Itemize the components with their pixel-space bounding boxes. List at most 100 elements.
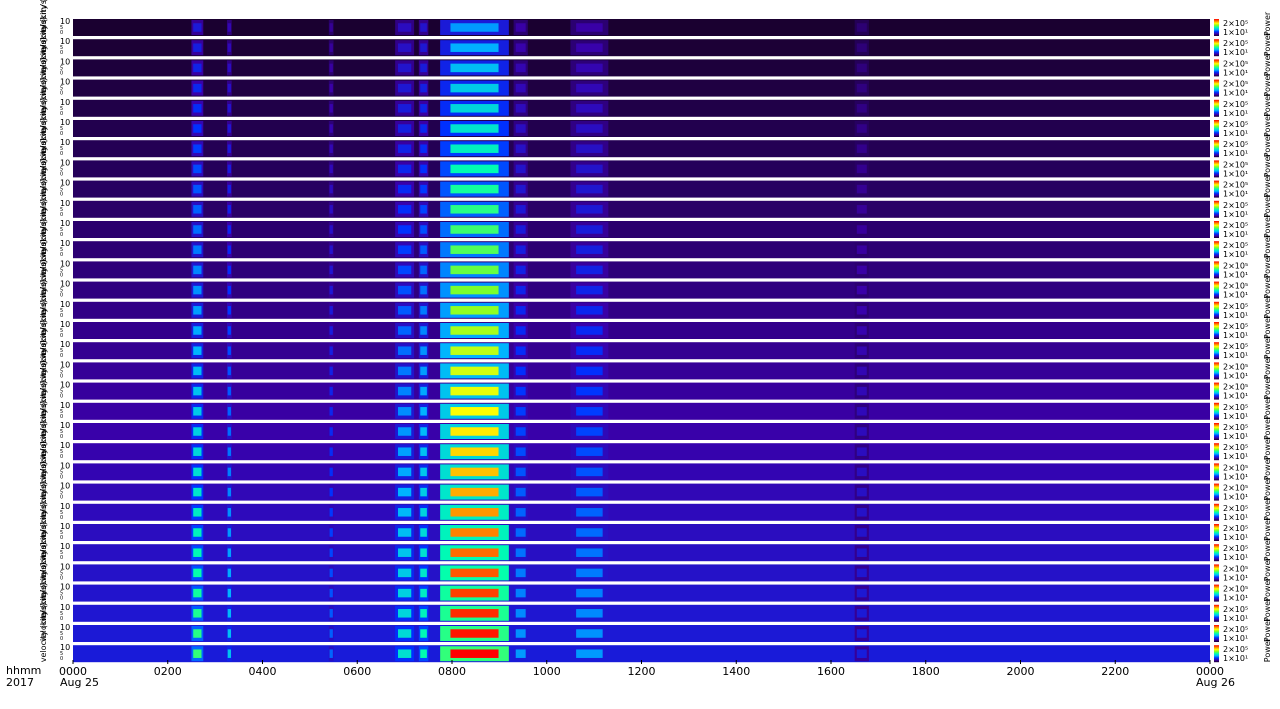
colorbar-tick-label: 1×10¹ [1223, 270, 1248, 279]
panel-ytick-label: 10 [60, 17, 70, 26]
panel-ytick-label: 5 [60, 267, 63, 273]
activity-burst-core [420, 245, 427, 254]
activity-burst-core [227, 164, 231, 174]
colorbar-tick-label: 1×10¹ [1223, 412, 1248, 421]
activity-burst-core [329, 144, 333, 153]
colorbar-label: Power [1263, 233, 1272, 258]
panel-ylabel: velocity (km/s) [39, 179, 48, 238]
colorbar-tick-label: 1×10¹ [1223, 472, 1248, 481]
activity-burst-core [227, 326, 231, 335]
activity-burst-core [397, 265, 412, 275]
activity-burst-core [450, 124, 499, 133]
activity-burst-core [515, 83, 526, 93]
x-tick-label: 1000 [533, 665, 561, 678]
activity-burst-core [576, 124, 603, 133]
colorbar-label: Power [1263, 456, 1272, 481]
activity-burst-core [227, 83, 231, 93]
panel-ytick-label: 10 [60, 300, 70, 309]
colorbar-tick-label: 1×10¹ [1223, 48, 1248, 57]
panel-ytick-label: 5 [60, 146, 63, 152]
activity-burst-core [515, 104, 526, 113]
activity-burst-core [515, 346, 526, 355]
panel-background [73, 645, 1210, 663]
panel-ylabel: velocity (km/s) [39, 219, 48, 278]
activity-burst-core [576, 285, 603, 295]
panel-background [73, 362, 1210, 380]
activity-burst-core [576, 23, 603, 32]
colorbar-tick-label: 1×10¹ [1223, 533, 1248, 542]
activity-burst-core [515, 184, 526, 194]
activity-burst-core [856, 285, 867, 295]
colorbar-label: Power [1263, 577, 1272, 602]
panel-ytick-label: 0 [60, 192, 63, 198]
colorbar-gradient [1214, 160, 1219, 178]
activity-burst-core [397, 83, 412, 93]
colorbar-tick-label: 2×10⁵ [1223, 504, 1248, 513]
panel-ytick-label: 10 [60, 239, 70, 248]
activity-burst-core [397, 43, 412, 52]
panel-background [73, 322, 1210, 339]
activity-burst-core [329, 326, 333, 335]
panel-ytick-label: 10 [60, 340, 70, 349]
panel-ylabel: velocity (km/s) [39, 239, 48, 298]
activity-burst-core [450, 447, 499, 456]
activity-burst-core [420, 144, 427, 153]
panel-ytick-label: 10 [60, 623, 70, 632]
activity-burst-core [420, 588, 427, 598]
panel-background [73, 625, 1210, 642]
activity-burst-core [193, 285, 202, 295]
colorbar-label: Power [1263, 314, 1272, 339]
activity-burst-core [420, 205, 427, 214]
colorbar-gradient [1214, 200, 1219, 218]
activity-burst-core [856, 487, 867, 497]
activity-burst-core [329, 245, 333, 254]
colorbar-gradient [1214, 120, 1219, 137]
colorbar-tick-label: 2×10⁵ [1223, 181, 1248, 190]
x-tick-label: 0600 [343, 665, 371, 678]
activity-burst-core [576, 83, 603, 93]
activity-burst-core [227, 407, 231, 416]
activity-burst-core [329, 588, 333, 598]
colorbar-gradient [1214, 39, 1219, 57]
activity-burst-core [420, 386, 427, 396]
colorbar-label: Power [1263, 112, 1272, 137]
colorbar-tick-label: 1×10¹ [1223, 68, 1248, 77]
activity-burst-core [193, 568, 202, 578]
activity-burst-core [450, 306, 499, 315]
activity-burst-core [227, 588, 231, 598]
activity-burst-core [420, 164, 427, 174]
activity-burst-core [450, 609, 499, 618]
activity-burst-core [397, 366, 412, 376]
colorbar-tick-label: 2×10⁵ [1223, 241, 1248, 250]
panel-ytick-label: 5 [60, 530, 63, 536]
panel-background [73, 261, 1210, 279]
panel-ytick-label: 5 [60, 247, 63, 253]
activity-burst-core [856, 346, 867, 355]
activity-burst-core [420, 326, 427, 335]
activity-burst-core [329, 225, 333, 234]
colorbar-tick-label: 2×10⁵ [1223, 302, 1248, 311]
activity-burst-core [329, 366, 333, 376]
activity-burst-core [227, 346, 231, 355]
panel-ylabel: velocity (km/s) [39, 138, 48, 197]
colorbar-tick-label: 1×10¹ [1223, 230, 1248, 239]
panel-ytick-label: 10 [60, 280, 70, 289]
panel-ytick-label: 0 [60, 656, 63, 662]
panel-ytick-label: 10 [60, 259, 70, 268]
activity-burst-core [397, 124, 412, 133]
activity-burst-core [420, 63, 427, 73]
activity-burst-core [193, 184, 202, 194]
activity-burst-core [515, 508, 526, 517]
activity-burst-core [193, 43, 202, 52]
activity-burst-core [856, 386, 867, 396]
